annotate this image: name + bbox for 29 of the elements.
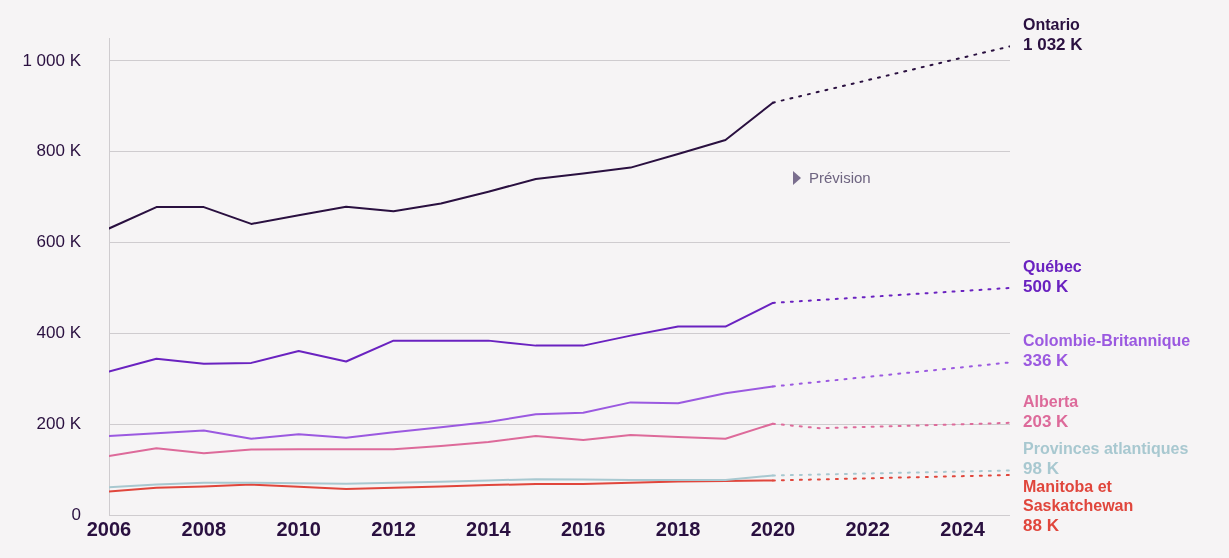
series-label: Provinces atlantiques [1023, 440, 1189, 458]
x-tick-label: 2006 [86, 517, 132, 540]
x-tick-label: 2020 [750, 517, 796, 540]
x-tick-label: 2012 [371, 517, 416, 540]
data-label: 203 K [1023, 411, 1070, 431]
y-tick-label: 800 K [36, 141, 82, 161]
data-label: 88 K [1023, 516, 1060, 536]
x-tick-label: 2024 [940, 517, 986, 540]
y-tick-label: 400 K [36, 323, 82, 343]
x-tick-label: 2018 [655, 517, 701, 540]
y-tick-label: 200 K [36, 413, 82, 433]
data-label: 98 K [1023, 459, 1060, 479]
x-tick-label: 2010 [276, 517, 321, 540]
series-label: Ontario [1023, 16, 1081, 34]
series-label: Manitoba et Saskatchewan [1023, 478, 1134, 515]
y-tick-label: 600 K [36, 232, 82, 252]
x-tick-label: 2014 [466, 517, 512, 540]
series-label: Colombie-Britannique [1023, 332, 1191, 350]
y-tick-label: 1 000 K [22, 50, 82, 70]
data-label: 1 032 K [1023, 35, 1084, 55]
series-label: Alberta [1023, 392, 1079, 410]
x-tick-label: 2022 [845, 517, 890, 540]
annotation: Prévision [809, 169, 871, 186]
series-label: Québec [1023, 257, 1082, 275]
x-tick-label: 2008 [181, 517, 227, 540]
data-label: 336 K [1023, 351, 1070, 371]
x-tick-label: 2016 [560, 517, 606, 540]
y-tick-label: 0 [71, 504, 81, 524]
data-label: 500 K [1023, 276, 1070, 296]
